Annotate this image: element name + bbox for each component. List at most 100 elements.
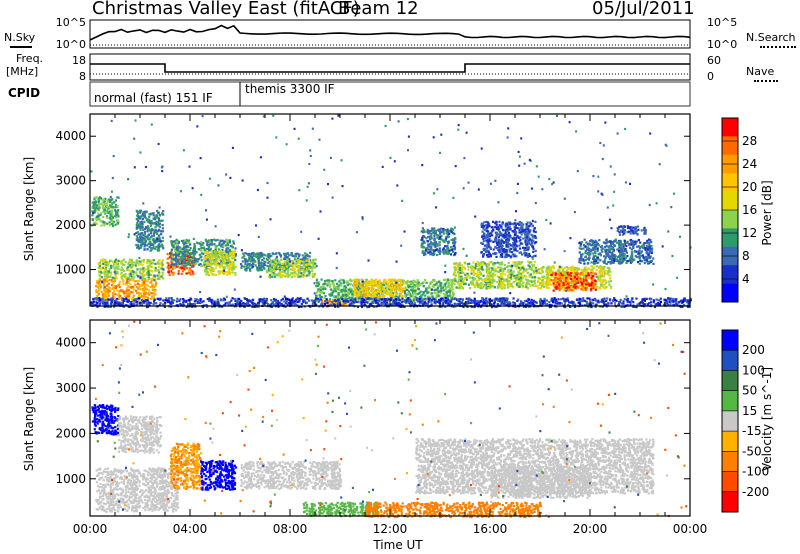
range-time-cell xyxy=(331,291,334,294)
range-time-cell xyxy=(189,259,192,262)
range-time-cell xyxy=(480,260,483,264)
range-time-cell xyxy=(518,247,522,250)
range-time-cell xyxy=(471,282,474,285)
range-time-cell xyxy=(331,303,334,306)
range-time-cell xyxy=(444,239,448,242)
range-time-cell xyxy=(311,275,314,279)
range-time-cell xyxy=(475,274,478,277)
range-time-cell xyxy=(147,267,150,271)
range-time-cell xyxy=(148,221,151,224)
range-time-cell xyxy=(428,238,432,241)
range-time-cell xyxy=(230,256,233,259)
range-time-cell xyxy=(111,292,115,295)
range-time-cell xyxy=(257,259,260,263)
range-time-cell xyxy=(451,285,454,288)
range-time-cell xyxy=(155,231,158,234)
range-time-cell xyxy=(527,231,530,234)
range-time-cell xyxy=(183,243,186,246)
range-time-cell xyxy=(519,251,522,254)
range-time-cell xyxy=(296,274,299,277)
range-time-cell xyxy=(180,254,183,257)
range-time-cell xyxy=(178,257,181,260)
range-time-cell xyxy=(175,260,178,263)
range-time-cell xyxy=(143,230,147,234)
range-time-cell xyxy=(452,292,455,295)
range-time-cell xyxy=(530,243,533,246)
range-time-cell xyxy=(185,252,188,255)
range-time-cell xyxy=(519,283,522,286)
range-time-cell xyxy=(210,249,213,252)
range-time-cell xyxy=(501,221,504,225)
range-time-cell xyxy=(525,231,528,234)
range-time-cell xyxy=(445,290,448,293)
range-time-cell xyxy=(196,241,199,244)
range-time-cell xyxy=(490,269,493,272)
range-time-cell xyxy=(500,284,503,287)
range-time-cell xyxy=(282,262,285,265)
range-time-cell xyxy=(481,235,484,238)
range-time-cell xyxy=(193,260,196,263)
range-time-cell xyxy=(486,221,489,224)
range-time-cell xyxy=(436,248,439,251)
range-time-cell xyxy=(605,286,608,289)
range-time-cell xyxy=(131,291,134,294)
range-time-cell xyxy=(488,279,491,282)
range-time-cell xyxy=(446,233,449,236)
range-time-cell xyxy=(534,236,538,239)
range-time-cell xyxy=(513,276,516,279)
range-time-cell xyxy=(292,262,295,265)
range-time-cell xyxy=(209,247,212,250)
range-time-cell xyxy=(189,243,192,246)
range-time-cell xyxy=(155,224,158,227)
range-time-cell xyxy=(360,282,364,285)
range-time-cell xyxy=(496,286,499,289)
range-time-cell xyxy=(152,237,155,240)
range-time-cell xyxy=(533,236,536,239)
range-time-cell xyxy=(184,239,187,242)
range-time-cell xyxy=(448,291,451,294)
range-time-cell xyxy=(214,249,217,252)
range-time-cell xyxy=(115,258,118,261)
range-time-cell xyxy=(513,253,516,256)
range-time-cell xyxy=(333,301,336,304)
range-time-cell xyxy=(514,238,517,241)
range-time-cell xyxy=(269,262,272,265)
range-time-cell xyxy=(218,251,221,254)
range-time-cell xyxy=(121,268,124,271)
range-time-cell xyxy=(539,287,543,290)
range-time-cell xyxy=(432,279,435,282)
range-time-cell xyxy=(377,287,380,290)
range-time-cell xyxy=(357,286,360,289)
range-time-cell xyxy=(368,294,371,297)
range-time-cell xyxy=(230,244,234,247)
range-time-cell xyxy=(297,260,300,263)
range-time-cell xyxy=(428,229,431,233)
range-time-cell xyxy=(94,196,97,199)
range-time-cell xyxy=(300,262,303,265)
range-time-cell xyxy=(422,285,425,288)
range-time-cell xyxy=(119,294,122,298)
range-time-cell xyxy=(141,259,144,262)
range-time-cell xyxy=(120,266,123,269)
range-time-cell xyxy=(223,267,226,270)
range-time-cell xyxy=(592,286,595,289)
range-time-cell xyxy=(313,274,316,277)
range-time-cell xyxy=(274,268,277,271)
range-time-cell xyxy=(598,279,601,282)
range-time-cell xyxy=(336,282,339,285)
range-time-cell xyxy=(210,266,213,269)
range-time-cell xyxy=(508,242,511,246)
range-time-cell xyxy=(506,228,509,231)
range-time-cell xyxy=(170,240,173,243)
range-time-cell xyxy=(143,291,147,294)
range-time-cell xyxy=(311,272,314,275)
range-time-cell xyxy=(351,293,354,296)
range-time-cell xyxy=(378,296,381,299)
range-time-cell xyxy=(413,283,416,286)
range-time-cell xyxy=(224,238,228,241)
range-time-cell xyxy=(501,244,504,247)
range-time-cell xyxy=(278,266,281,269)
range-time-cell xyxy=(304,252,307,255)
range-time-cell xyxy=(474,277,477,281)
range-time-cell xyxy=(497,238,500,241)
